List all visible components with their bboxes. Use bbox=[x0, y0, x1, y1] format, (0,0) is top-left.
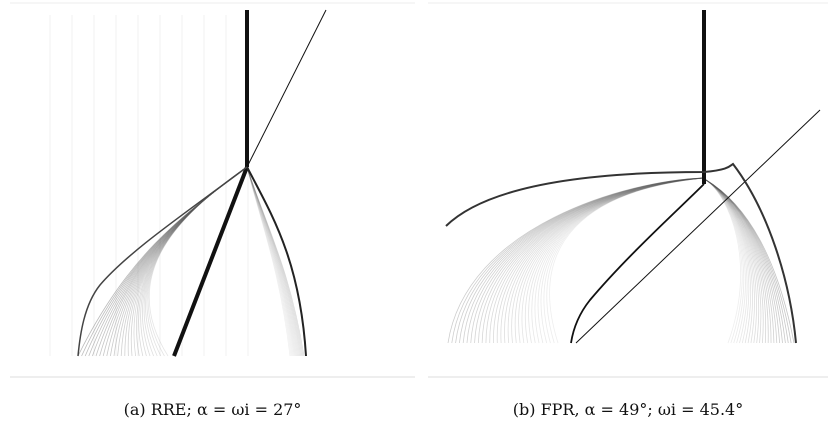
panel-b-fringe bbox=[477, 177, 705, 344]
panel-b-fringe-right bbox=[705, 179, 742, 344]
panel-b-fringe-right bbox=[705, 179, 745, 344]
panel-b-fringe bbox=[521, 177, 705, 344]
panel-b-fringe bbox=[455, 177, 705, 344]
panel-a-wedge-surface bbox=[246, 9, 327, 168]
panel-b-fringe-right bbox=[705, 179, 743, 344]
panel-b-fringe-right bbox=[705, 179, 752, 344]
panel-b-svg bbox=[428, 2, 828, 378]
panel-b-fringe bbox=[474, 177, 705, 344]
panel-b-fringe bbox=[462, 177, 705, 344]
panel-a-fringe bbox=[110, 166, 248, 357]
panel-a-fringe bbox=[145, 166, 248, 357]
panel-b-fringe-right bbox=[705, 179, 760, 344]
panel-a-fringe bbox=[148, 166, 248, 357]
panel-a-fringe-right bbox=[246, 166, 291, 357]
panel-a-fringe-right bbox=[246, 166, 299, 357]
caption-b: (b) FPR, α = 49°; ωi = 45.4° bbox=[512, 400, 744, 419]
caption-a: (a) RRE; α = ωi = 27° bbox=[123, 400, 302, 419]
panel-b-fringe bbox=[481, 177, 705, 344]
panel-a-fringe bbox=[95, 166, 248, 357]
panel-b-reflected-shock bbox=[570, 183, 705, 344]
panel-b-fringe bbox=[500, 177, 705, 344]
panel-b-fringe bbox=[485, 177, 705, 344]
panel-a-fringe bbox=[84, 166, 248, 357]
panel-a-fringe-right bbox=[246, 166, 294, 357]
panel-b-fringe bbox=[511, 177, 705, 344]
panel-a-fringe-right bbox=[246, 166, 293, 357]
panel-b-fringe bbox=[470, 177, 705, 344]
panel-b-fringe-right bbox=[705, 179, 762, 344]
panel-b-fringe bbox=[451, 177, 705, 344]
panel-b-fringe-right bbox=[705, 179, 764, 344]
panel-a-fringe-right bbox=[246, 166, 301, 357]
panel-b-fringe bbox=[546, 177, 705, 344]
panel-b-fringe-right bbox=[705, 179, 775, 344]
panel-a-svg bbox=[10, 2, 415, 378]
panel-b-fringe bbox=[466, 177, 705, 344]
panel-a-fringe bbox=[147, 166, 248, 357]
panel-a-fringe-right bbox=[246, 166, 303, 357]
panel-b-fringe-right bbox=[705, 179, 748, 344]
panel-a-image bbox=[10, 0, 415, 385]
panel-b-fringe bbox=[514, 177, 705, 344]
panel-b-fringe bbox=[528, 177, 705, 344]
panel-b-fringe bbox=[531, 177, 705, 344]
panel-b-fringe-right bbox=[705, 179, 792, 344]
panel-b-fringe-right bbox=[705, 179, 786, 344]
panel-b-fringe bbox=[537, 177, 705, 344]
panel-a-fringe-right bbox=[246, 166, 302, 357]
panel-a-mach-stem bbox=[172, 166, 249, 357]
panel-b-fringe-right bbox=[705, 179, 781, 344]
panel-b-fringe-right bbox=[705, 179, 769, 344]
panel-b-fringe bbox=[540, 177, 705, 344]
panel-b-fringe bbox=[507, 177, 705, 344]
panel-b-fringe-right bbox=[705, 179, 789, 344]
panel-b-fringe-right bbox=[705, 179, 778, 344]
panel-b-fringe bbox=[504, 177, 705, 344]
panel-b-fringe-right bbox=[705, 179, 772, 344]
panel-b-fringe bbox=[489, 177, 705, 344]
panel-a-bulge-outline bbox=[77, 166, 248, 357]
panel-b-fringe bbox=[534, 177, 705, 344]
panel-b-fringe-right bbox=[705, 179, 746, 344]
panel-b-fringe-right bbox=[705, 179, 757, 344]
panel-a-fringe bbox=[102, 166, 248, 357]
panel-a-fringe-right bbox=[246, 166, 298, 357]
panel-a-background-lines bbox=[49, 15, 249, 356]
panel-b-fringe bbox=[447, 177, 705, 344]
panel-a-fringe bbox=[143, 166, 248, 357]
panel-a-fringe-right bbox=[246, 166, 295, 357]
panel-a-wave-fan bbox=[77, 166, 305, 357]
panel-a-fringe-right bbox=[246, 166, 292, 357]
panel-b-fringe bbox=[518, 177, 705, 344]
panel-b-image bbox=[428, 0, 828, 385]
panel-b-fringe bbox=[458, 177, 705, 344]
panel-b-fringe-right bbox=[705, 179, 753, 344]
panel-b-fringe-right bbox=[705, 179, 795, 344]
panel-b-fringe bbox=[496, 177, 705, 344]
panel-a-reflected-shock bbox=[246, 166, 307, 357]
panel-a-fringe-right bbox=[246, 166, 305, 357]
panel-b-fringe-right bbox=[705, 179, 755, 344]
panel-a-fringe bbox=[88, 166, 248, 357]
panel-a-fringe-right bbox=[246, 166, 297, 357]
panel-a-fringe bbox=[141, 166, 248, 357]
panel-a-fringe-right bbox=[246, 166, 304, 357]
panel-b-fringe bbox=[525, 177, 705, 344]
panel-a-fringe bbox=[146, 166, 248, 357]
panel-b-dome-outline bbox=[445, 162, 797, 344]
panel-b-wedge-surface bbox=[575, 109, 821, 344]
panel-b-fringe-right bbox=[705, 179, 750, 344]
panel-b-fringe-right bbox=[705, 179, 767, 344]
panel-a-fringe-right bbox=[246, 166, 296, 357]
panel-b-fringe bbox=[493, 177, 705, 344]
panel-b-wave-fan bbox=[447, 177, 795, 344]
panel-b-fringe-right bbox=[705, 179, 783, 344]
panel-b-fringe bbox=[543, 177, 705, 344]
panel-b-fringe bbox=[549, 177, 705, 344]
